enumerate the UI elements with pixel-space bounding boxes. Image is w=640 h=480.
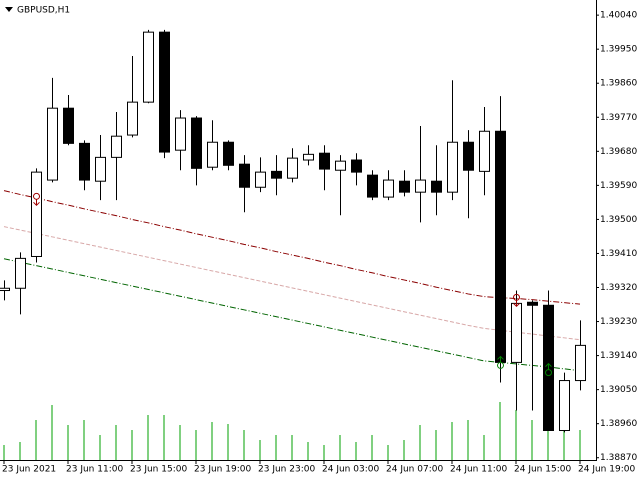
candle-body [447, 141, 458, 193]
candle-body [31, 171, 42, 257]
sell-signal [513, 293, 520, 308]
candle-body [383, 179, 394, 198]
x-tick-label: 24 Jun 15:00 [514, 465, 571, 475]
candle-body [0, 287, 10, 292]
candle-body [255, 171, 266, 188]
signal-arrow [33, 199, 40, 207]
candle-body [79, 142, 90, 181]
candle-body [479, 130, 490, 172]
candle-body [223, 141, 234, 166]
buy-signal [545, 362, 552, 377]
x-tick-label: 24 Jun 03:00 [322, 465, 379, 475]
x-tick-label: 23 Jun 15:00 [130, 465, 187, 475]
candle-body [415, 179, 426, 193]
candle-body [463, 141, 474, 171]
x-tick-label: 23 Jun 11:00 [66, 465, 123, 475]
y-tick-label: 1.39410 [600, 249, 637, 259]
candle-body [511, 302, 522, 363]
candle-body [63, 107, 74, 144]
candle-body [319, 152, 330, 170]
candle-body [287, 157, 298, 179]
buy-signal [497, 355, 504, 369]
y-tick-label: 1.39500 [600, 215, 637, 225]
moving-average-line [3, 258, 581, 372]
y-tick-label: 1.39860 [600, 79, 637, 89]
signal-arrow [513, 300, 520, 308]
moving-average-line [3, 226, 581, 341]
y-tick-label: 1.39590 [600, 181, 637, 191]
candle-body [351, 159, 362, 173]
candle-body [111, 135, 122, 158]
candle-body [495, 130, 506, 363]
candle-body [527, 301, 538, 306]
x-tick-label: 24 Jun 19:00 [578, 465, 635, 475]
x-tick-label: 23 Jun 23:00 [258, 465, 315, 475]
signal-arrow [545, 362, 552, 370]
x-tick-label: 24 Jun 11:00 [450, 465, 507, 475]
sell-signal [33, 192, 40, 207]
y-tick-label: 1.39950 [600, 45, 637, 55]
candle-body [207, 141, 218, 168]
y-tick-label: 1.39320 [600, 283, 637, 293]
candle-body [271, 170, 282, 179]
candle-body [175, 117, 186, 151]
candle-body [559, 380, 570, 431]
y-tick-label: 1.40040 [600, 11, 637, 21]
candle-body [191, 117, 202, 169]
candle-body [127, 101, 138, 136]
x-tick-label: 24 Jun 07:00 [386, 465, 443, 475]
y-tick-label: 1.39770 [600, 113, 637, 123]
signal-arrow [497, 355, 504, 363]
chart-title: GBPUSD,H1 [17, 6, 70, 16]
y-tick-label: 1.39050 [600, 385, 637, 395]
candle-body [95, 156, 106, 182]
candle-body [335, 160, 346, 171]
y-tick-label: 1.39140 [600, 351, 637, 361]
candle-body [575, 344, 586, 382]
candle-body [399, 180, 410, 193]
candle-body [367, 174, 378, 198]
candle-body [15, 257, 26, 289]
candle-body [431, 180, 442, 193]
x-tick-label: 23 Jun 2021 [2, 465, 56, 475]
x-tick-label: 23 Jun 19:00 [194, 465, 251, 475]
candle-body [47, 107, 58, 181]
y-tick-label: 1.38870 [600, 453, 637, 463]
symbol-menu-arrow [5, 7, 13, 12]
candle-body [303, 153, 314, 161]
candle-body [239, 163, 250, 188]
candle-body [143, 31, 154, 103]
candle-body [159, 31, 170, 153]
y-tick-label: 1.38960 [600, 419, 637, 429]
y-tick-label: 1.39680 [600, 147, 637, 157]
y-tick-label: 1.39230 [600, 317, 637, 327]
